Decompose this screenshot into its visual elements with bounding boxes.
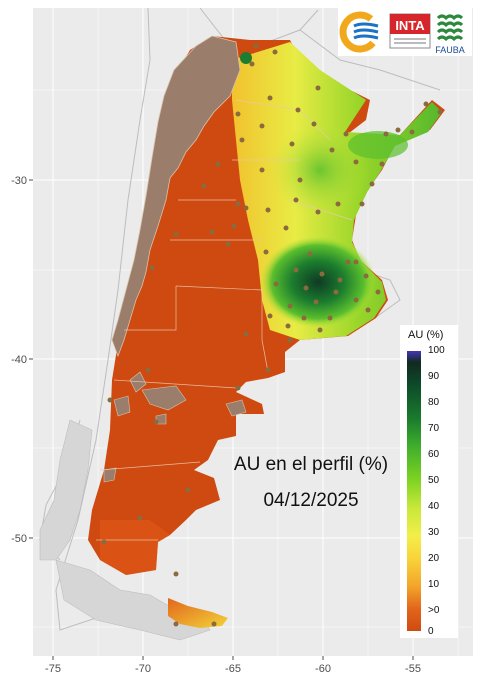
wet-northeast: [348, 131, 408, 159]
wet-spot: [240, 52, 252, 64]
legend-label: 10: [428, 579, 440, 590]
legend-label: 50: [428, 475, 440, 486]
x-tick-label: -75: [45, 663, 61, 675]
x-axis-ticks: [52, 656, 414, 660]
tierra-del-fuego: [168, 598, 228, 628]
legend: AU (%) 100 90 80 70 60 50 40 30 20 10 >0…: [400, 325, 458, 638]
logos-svg: INTA FAUBA: [339, 11, 465, 55]
chile-archipelago: [39, 419, 211, 641]
fauba-logo-text: FAUBA: [435, 45, 465, 55]
patagonia-south: [100, 520, 170, 575]
legend-title: AU (%): [408, 329, 444, 341]
legend-label: 70: [428, 423, 440, 434]
inta-logo-text: INTA: [395, 18, 425, 33]
y-axis-labels: -30 -40 -50: [11, 175, 27, 545]
x-tick-label: -65: [225, 663, 241, 675]
x-tick-label: -70: [135, 663, 151, 675]
legend-label: 80: [428, 397, 440, 408]
fauba-logo: FAUBA: [435, 14, 465, 55]
map-date: 04/12/2025: [263, 490, 359, 511]
legend-colorbar: [407, 351, 421, 631]
legend-label: 40: [428, 501, 440, 512]
x-tick-label: -60: [315, 663, 331, 675]
wet-north: [270, 122, 370, 218]
y-axis-ticks: [29, 179, 33, 539]
legend-label: 90: [428, 371, 440, 382]
andes-mask: [111, 35, 241, 358]
andes-patches: [103, 371, 247, 483]
legend-label: 30: [428, 527, 440, 538]
weather-stations: [101, 43, 443, 627]
y-tick-label: -50: [11, 533, 27, 545]
y-tick-label: -40: [11, 354, 27, 366]
legend-label: 0: [428, 626, 434, 637]
legend-label: 100: [428, 345, 445, 356]
logo-1-icon: [339, 11, 381, 53]
legend-label: 20: [428, 553, 440, 564]
y-tick-label: -30: [11, 175, 27, 187]
legend-label: >0: [428, 605, 440, 616]
x-tick-label: -55: [405, 663, 421, 675]
map-title: AU en el perfil (%): [233, 454, 389, 475]
logos-panel: INTA FAUBA: [338, 8, 472, 56]
legend-label: 60: [428, 449, 440, 460]
x-axis-labels: -75 -70 -65 -60 -55: [45, 663, 421, 675]
inta-logo: INTA: [389, 13, 431, 49]
